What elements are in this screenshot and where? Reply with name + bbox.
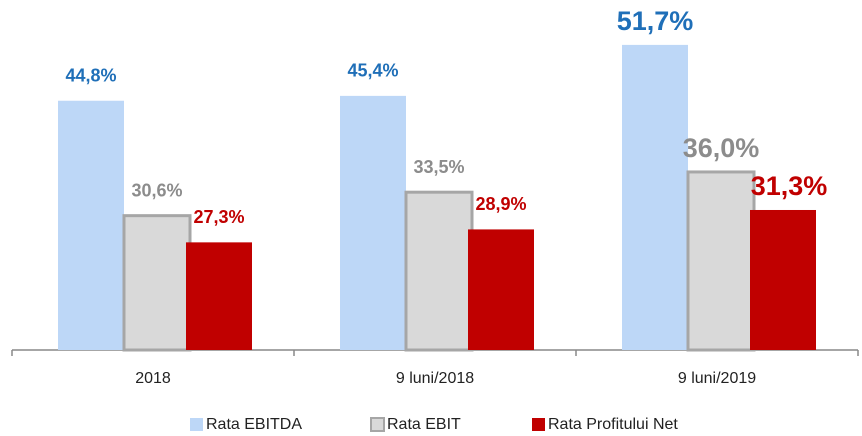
- legend-swatch: [370, 417, 385, 432]
- bar: [404, 190, 474, 352]
- x-tick-label: 9 luni/2019: [678, 370, 756, 387]
- legend-label: Rata EBIT: [387, 416, 461, 433]
- bar: [58, 100, 124, 350]
- x-tick-label: 9 luni/2018: [396, 370, 474, 387]
- value-label: 36,0%: [683, 133, 760, 163]
- bar: [622, 44, 688, 350]
- bar: [186, 242, 252, 350]
- value-label: 44,8%: [65, 65, 116, 85]
- value-label: 31,3%: [751, 171, 828, 201]
- x-tick-label: 2018: [135, 370, 171, 387]
- legend-swatch: [190, 418, 203, 431]
- value-label: 51,7%: [617, 6, 694, 36]
- value-label: 27,3%: [193, 207, 244, 227]
- legend-label: Rata Profitului Net: [548, 416, 678, 433]
- legend-label: Rata EBITDA: [206, 416, 302, 433]
- value-label: 28,9%: [475, 194, 526, 214]
- bar: [468, 229, 534, 350]
- value-label: 45,4%: [347, 61, 398, 81]
- legend-swatch: [532, 418, 545, 431]
- bar: [750, 209, 816, 350]
- bar: [686, 170, 756, 352]
- value-label: 30,6%: [131, 180, 182, 200]
- bar: [340, 95, 406, 351]
- bar: [122, 214, 192, 352]
- value-label: 33,5%: [413, 157, 464, 177]
